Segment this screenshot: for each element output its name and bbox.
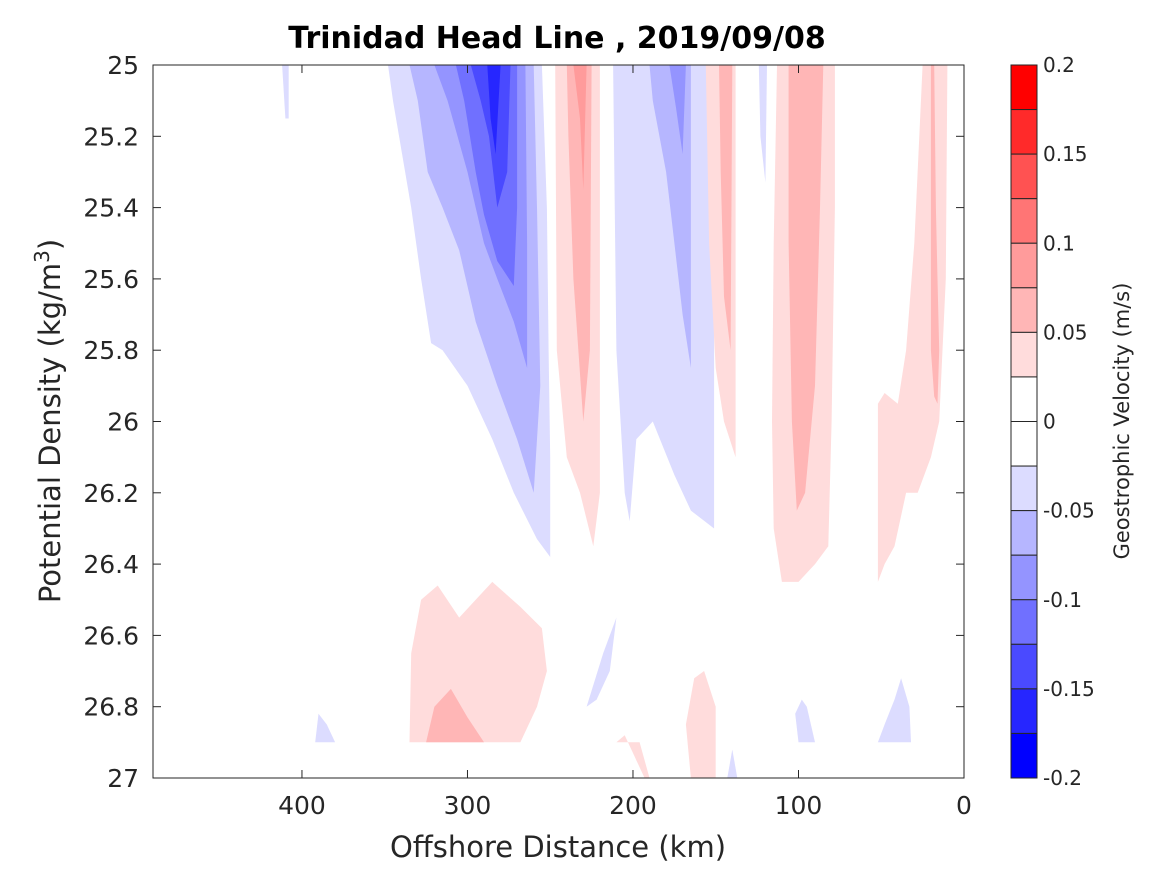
- contour-region-r2-left-mid: [719, 65, 733, 351]
- colorbar-band: [1010, 64, 1038, 111]
- contour-region-b1-l6: [487, 65, 501, 155]
- contour-region-r3-outer: [877, 65, 948, 582]
- y-tick-label: 25.6: [83, 265, 139, 294]
- colorbar-band: [1010, 688, 1038, 734]
- colorbar-tick-label: -0.15: [1043, 677, 1095, 701]
- colorbar: [1010, 64, 1038, 779]
- contour-region-b3: [586, 617, 617, 707]
- x-axis: 400 300 200 100 0: [278, 65, 972, 820]
- colorbar-band: [1010, 421, 1038, 467]
- x-tick-label: 300: [444, 791, 492, 820]
- y-tick-label: 25.2: [83, 122, 139, 151]
- contour-region-r4-inner: [426, 688, 484, 743]
- x-axis-label: Offshore Distance (km): [390, 830, 726, 864]
- y-tick-label: 26.6: [83, 621, 139, 650]
- contour-region-r3-mid: [930, 65, 940, 404]
- colorbar-tick-label: 0.05: [1043, 320, 1088, 344]
- y-tick-label: 27: [107, 764, 139, 793]
- y-tick-label: 26.2: [83, 479, 139, 508]
- contour-region-b1-l5: [470, 65, 511, 208]
- colorbar-ticks: 0.2 0.15 0.1 0.05 0 -0.05 -0.1 -0.15 -0.2: [1043, 53, 1095, 790]
- contour-region-b2-mid: [649, 65, 691, 368]
- colorbar-tick-label: 0: [1043, 410, 1056, 434]
- colorbar-band: [1010, 510, 1038, 556]
- colorbar-tick-label: -0.2: [1043, 766, 1082, 790]
- colorbar-band: [1010, 732, 1038, 779]
- colorbar-band: [1010, 287, 1038, 333]
- colorbar-band: [1010, 198, 1038, 244]
- contour-regions: [282, 65, 948, 778]
- colorbar-band: [1010, 331, 1038, 378]
- colorbar-band: [1010, 242, 1038, 289]
- colorbar-frame: [1010, 64, 1038, 779]
- colorbar-band: [1010, 376, 1038, 422]
- colorbar-tick-label: 0.1: [1043, 231, 1075, 255]
- colorbar-band: [1010, 153, 1038, 200]
- contour-region-r1-inner: [573, 65, 587, 190]
- colorbar-label: Geostrophic Velocity (m/s): [1110, 283, 1134, 560]
- contour-region-b1-tiny: [282, 65, 289, 119]
- contour-region-r6: [616, 735, 650, 778]
- colorbar-tick-label: 0.2: [1043, 53, 1075, 77]
- y-tick-label: 26: [107, 408, 139, 437]
- x-tick-label: 400: [278, 791, 326, 820]
- colorbar-tick-label: -0.05: [1043, 499, 1095, 523]
- contour-region-b5: [877, 678, 911, 743]
- y-tick-label: 25.8: [83, 336, 139, 365]
- contour-region-b6: [315, 713, 336, 743]
- colorbar-band: [1010, 599, 1038, 645]
- contour-region-r5: [685, 671, 716, 778]
- contour-region-b2-inner: [669, 65, 686, 155]
- colorbar-tick-label: -0.1: [1043, 588, 1082, 612]
- contour-region-b7: [727, 749, 738, 778]
- y-tick-label: 25.4: [83, 194, 139, 223]
- colorbar-band: [1010, 643, 1038, 690]
- y-tick-label: 26.8: [83, 693, 139, 722]
- colorbar-tick-label: 0.15: [1043, 142, 1088, 166]
- chart-title: Trinidad Head Line , 2019/09/08: [288, 21, 825, 56]
- contour-region-b4: [795, 699, 815, 743]
- colorbar-band: [1010, 109, 1038, 155]
- colorbar-band: [1010, 554, 1038, 601]
- y-axis-label: Potential Density (kg/m3): [30, 239, 67, 603]
- y-axis: 25 25.2 25.4 25.6 25.8 26 26.2 26.4 26.6 26.8 27: [83, 51, 964, 793]
- colorbar-band: [1010, 465, 1038, 512]
- x-tick-label: 200: [609, 791, 657, 820]
- y-tick-label: 25: [107, 51, 139, 80]
- x-tick-label: 0: [956, 791, 972, 820]
- x-tick-label: 100: [775, 791, 823, 820]
- y-tick-label: 26.4: [83, 550, 139, 579]
- contour-region-r2-mid: [788, 65, 824, 511]
- contour-region-r1-mid: [566, 65, 592, 422]
- contour-region-b2-tiny: [758, 65, 767, 183]
